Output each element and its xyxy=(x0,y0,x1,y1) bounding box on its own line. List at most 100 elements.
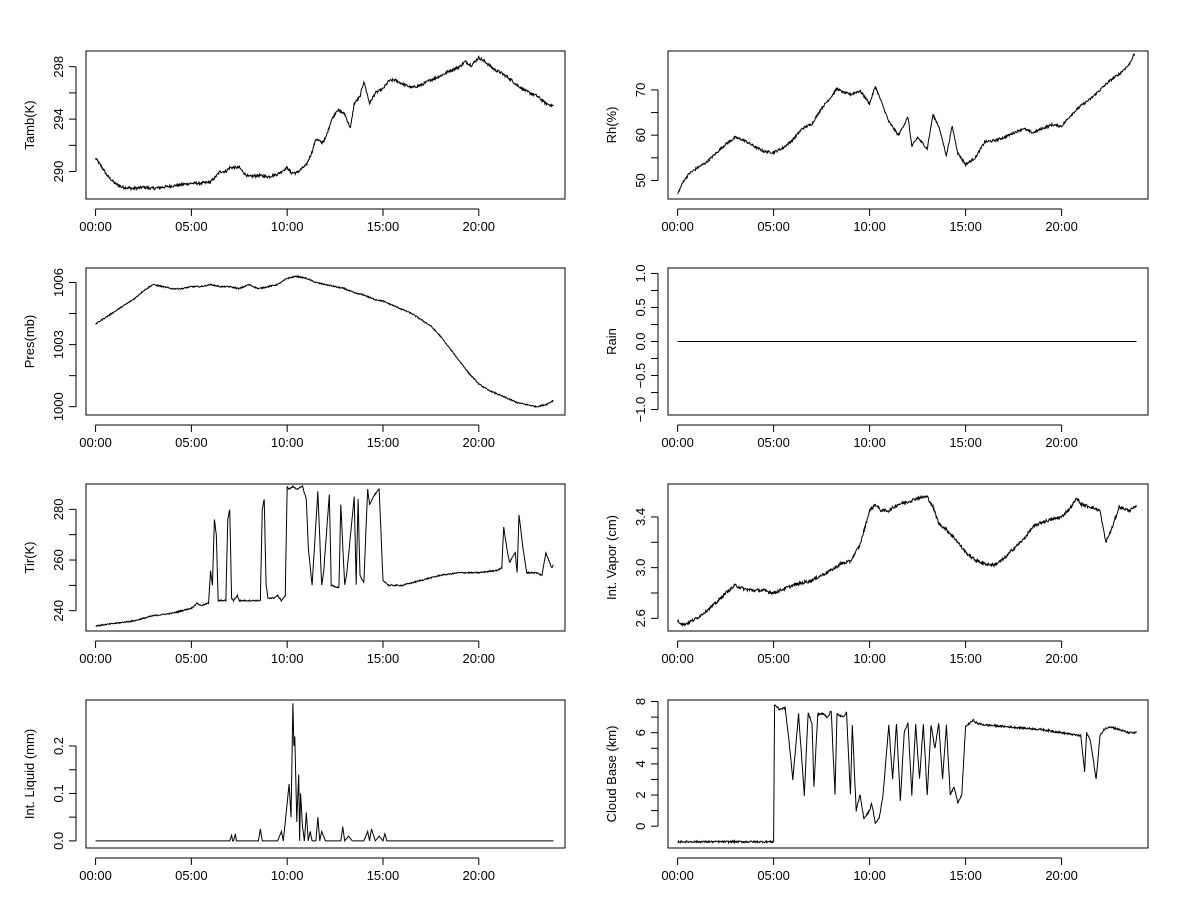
y-axis-label: Tir(K) xyxy=(22,541,37,573)
x-axis: 00:00 05:00 10:00 15:00 20:00 xyxy=(661,857,1078,883)
y-axis-label: Cloud Base (km) xyxy=(604,726,619,823)
x-axis: 00:00 05:00 10:00 15:00 20:00 xyxy=(79,208,496,234)
series-line xyxy=(677,495,1137,628)
x-axis: 00:00 05:00 10:00 15:00 20:00 xyxy=(661,424,1078,450)
x-axis: 00:00 05:00 10:00 15:00 20:00 xyxy=(79,857,496,883)
y-axis-label: Int. Vapor (cm) xyxy=(604,515,619,600)
x-tick-label: 20:00 xyxy=(1045,219,1078,234)
y-tick-label: 50 xyxy=(633,173,648,187)
y-tick-label: 2.6 xyxy=(633,609,648,627)
y-tick-label: 280 xyxy=(51,498,66,520)
y-tick-label: 2 xyxy=(633,791,648,798)
series-line xyxy=(95,55,554,192)
x-tick-label: 05:00 xyxy=(757,435,790,450)
y-tick-label: 0.5 xyxy=(633,298,648,316)
x-tick-label: 00:00 xyxy=(79,651,112,666)
y-axis-label: Rh(%) xyxy=(604,107,619,144)
x-tick-label: 20:00 xyxy=(1045,868,1078,883)
series-line xyxy=(677,53,1136,194)
x-tick-label: 10:00 xyxy=(853,651,886,666)
x-tick-label: 10:00 xyxy=(271,868,304,883)
x-axis: 00:00 05:00 10:00 15:00 20:00 xyxy=(79,640,496,666)
x-tick-label: 15:00 xyxy=(949,219,982,234)
x-tick-label: 00:00 xyxy=(661,219,694,234)
x-tick-label: 20:00 xyxy=(463,868,496,883)
y-tick-label: 0 xyxy=(633,823,648,830)
x-tick-label: 20:00 xyxy=(1045,435,1078,450)
y-axis: 2.6 3.0 3.4 xyxy=(633,508,659,627)
y-axis-label: Tamb(K) xyxy=(22,100,37,149)
y-tick-label: 294 xyxy=(51,108,66,130)
x-tick-label: 05:00 xyxy=(175,868,208,883)
x-axis: 00:00 05:00 10:00 15:00 20:00 xyxy=(661,640,1078,666)
panel-8: 00:00 05:00 10:00 15:00 20:00 0 2 4 6 8 Cloud Base… xyxy=(604,698,1149,883)
y-tick-label: 3.4 xyxy=(633,508,648,526)
y-axis: 1000 1003 1006 xyxy=(51,268,77,421)
plot-frame xyxy=(85,699,566,849)
x-tick-label: 05:00 xyxy=(175,219,208,234)
x-tick-label: 00:00 xyxy=(79,219,112,234)
y-tick-label: 60 xyxy=(633,128,648,142)
y-tick-label: 4 xyxy=(633,760,648,767)
x-tick-label: 15:00 xyxy=(367,868,400,883)
y-axis: 0 2 4 6 8 xyxy=(633,698,659,830)
plot-frame xyxy=(667,50,1149,200)
y-axis: 240 260 280 xyxy=(51,498,77,622)
panel-5: 00:00 05:00 10:00 15:00 20:00 240 260 280 Tir(K) xyxy=(22,483,566,666)
y-tick-label: −1.0 xyxy=(633,397,648,423)
series-line xyxy=(95,274,554,408)
y-tick-label: 1006 xyxy=(51,268,66,297)
x-tick-label: 00:00 xyxy=(661,435,694,450)
x-tick-label: 20:00 xyxy=(463,651,496,666)
x-tick-label: 15:00 xyxy=(949,651,982,666)
x-tick-label: 20:00 xyxy=(1045,651,1078,666)
plot-frame xyxy=(85,50,566,200)
x-tick-label: 00:00 xyxy=(661,651,694,666)
y-tick-label: 8 xyxy=(633,698,648,705)
y-tick-label: 298 xyxy=(51,56,66,78)
panel-2: 00:00 05:00 10:00 15:00 20:00 50 60 70 Rh(%) xyxy=(604,50,1149,234)
x-tick-label: 05:00 xyxy=(175,651,208,666)
y-tick-label: 1000 xyxy=(51,392,66,421)
x-tick-label: 10:00 xyxy=(271,219,304,234)
y-tick-label: 3.0 xyxy=(633,559,648,577)
x-tick-label: 10:00 xyxy=(271,651,304,666)
y-axis: 290 294 298 xyxy=(51,56,77,183)
plot-frame xyxy=(667,483,1149,632)
plot-frame xyxy=(85,267,566,416)
panel-3: 00:00 05:00 10:00 15:00 20:00 1000 1003 1006 Pre… xyxy=(22,267,566,450)
x-axis: 00:00 05:00 10:00 15:00 20:00 xyxy=(79,424,495,450)
y-axis: 50 60 70 xyxy=(633,83,659,188)
x-tick-label: 00:00 xyxy=(79,868,112,883)
y-tick-label: 260 xyxy=(51,549,66,571)
y-tick-label: 6 xyxy=(633,729,648,736)
y-tick-label: 0.0 xyxy=(633,332,648,350)
series-line xyxy=(95,703,554,843)
series-line xyxy=(95,484,554,628)
y-tick-label: −0.5 xyxy=(633,363,648,389)
x-tick-label: 20:00 xyxy=(463,219,496,234)
y-tick-label: 0.0 xyxy=(51,832,66,850)
y-tick-label: 1003 xyxy=(51,330,66,359)
plot-frame xyxy=(667,699,1149,849)
y-tick-label: 0.1 xyxy=(51,784,66,802)
plot-frame xyxy=(667,267,1149,416)
x-tick-label: 05:00 xyxy=(757,868,790,883)
y-tick-label: 0.2 xyxy=(51,737,66,755)
x-tick-label: 15:00 xyxy=(949,868,982,883)
x-tick-label: 10:00 xyxy=(853,219,886,234)
series-line xyxy=(677,704,1137,845)
y-axis: 0.0 0.1 0.2 xyxy=(51,737,77,850)
y-tick-label: 1.0 xyxy=(633,264,648,282)
x-axis: 00:00 05:00 10:00 15:00 20:00 xyxy=(661,208,1078,234)
y-tick-label: 290 xyxy=(51,161,66,183)
x-tick-label: 10:00 xyxy=(853,435,886,450)
x-tick-label: 15:00 xyxy=(367,219,400,234)
panel-4: 00:00 05:00 10:00 15:00 20:00 −1.0 −0.5 0.0 0.5 1… xyxy=(604,264,1149,450)
y-axis-label: Rain xyxy=(604,328,619,355)
x-tick-label: 15:00 xyxy=(367,435,400,450)
x-tick-label: 10:00 xyxy=(271,435,304,450)
panel-7: 00:00 05:00 10:00 15:00 20:00 0.0 0.1 0.2 Int. L… xyxy=(22,699,566,883)
